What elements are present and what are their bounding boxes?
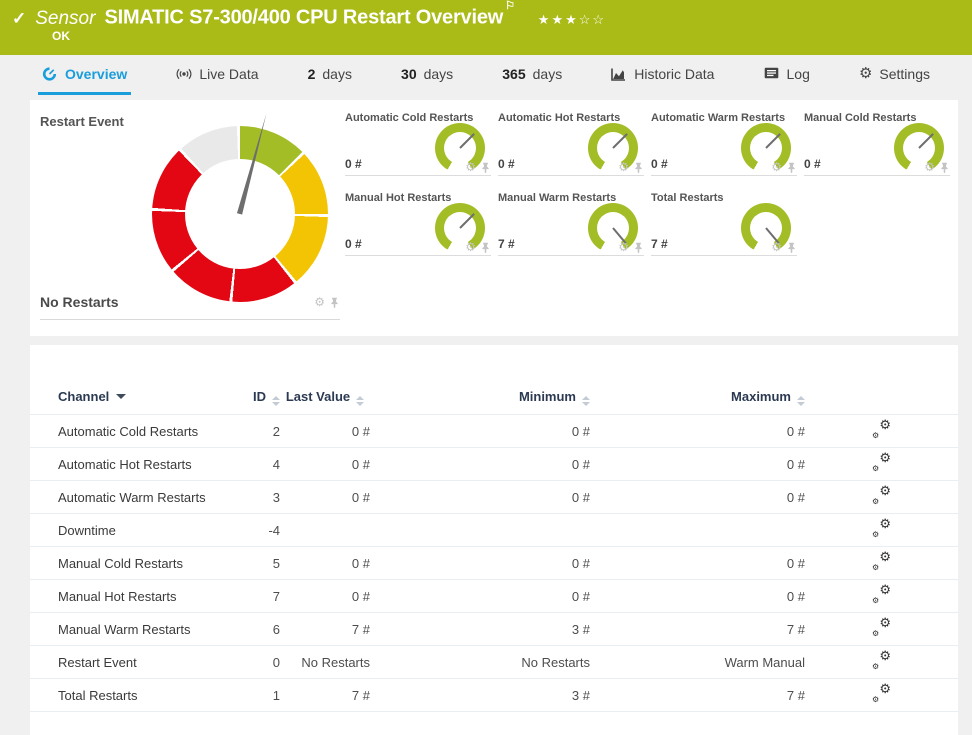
- settings-gear-icon: ⚙: [858, 64, 873, 82]
- channel-settings-icon[interactable]: ⚙ ⚙: [872, 648, 891, 671]
- channel-gear-icon[interactable]: ⚙: [314, 295, 325, 309]
- pin-icon[interactable]: [633, 162, 644, 173]
- table-row: Restart Event 0 No Restarts No Restarts …: [30, 646, 958, 679]
- sort-desc-icon: [116, 394, 127, 399]
- main-gauge-value-row: No Restarts ⚙: [40, 294, 340, 320]
- mini-gauge-value: 0 #: [345, 157, 362, 171]
- table-row: Automatic Warm Restarts 3 0 # 0 # 0 # ⚙ ⚙: [30, 481, 958, 514]
- mini-gauge-automatic-hot-restarts: Automatic Hot Restarts 0 # ⚙: [498, 110, 644, 176]
- channel-gear-icon[interactable]: ⚙: [924, 160, 935, 174]
- table-row: Manual Warm Restarts 6 7 # 3 # 7 # ⚙ ⚙: [30, 613, 958, 646]
- table-row: Manual Cold Restarts 5 0 # 0 # 0 # ⚙ ⚙: [30, 547, 958, 580]
- favorite-flag-icon[interactable]: ⚐: [505, 0, 515, 12]
- status-check-icon: ✓: [12, 8, 27, 28]
- mini-gauge-dial[interactable]: [435, 123, 485, 173]
- pin-icon[interactable]: [480, 162, 491, 173]
- sort-icon: [582, 396, 590, 406]
- mini-gauge-value: 0 #: [804, 157, 821, 171]
- col-header-channel[interactable]: Channel: [58, 389, 238, 404]
- table-row: Manual Hot Restarts 7 0 # 0 # 0 # ⚙ ⚙: [30, 580, 958, 613]
- channel-settings-icon[interactable]: ⚙ ⚙: [872, 450, 891, 473]
- log-icon: [764, 67, 780, 81]
- mini-gauge-dial[interactable]: [894, 123, 944, 173]
- tab-settings[interactable]: ⚙ Settings: [858, 64, 930, 82]
- channels-table-panel: Channel ID Last Value Minimum Maximum Au…: [30, 345, 958, 735]
- mini-gauge-dial[interactable]: [741, 203, 791, 253]
- sort-icon: [272, 396, 280, 406]
- table-row: Automatic Hot Restarts 4 0 # 0 # 0 # ⚙ ⚙: [30, 448, 958, 481]
- gauges-panel: Restart Event No Restarts ⚙ Automatic Co…: [30, 100, 958, 336]
- channel-gear-icon[interactable]: ⚙: [465, 240, 476, 254]
- channel-settings-icon[interactable]: ⚙ ⚙: [872, 417, 891, 440]
- priority-stars[interactable]: ★★★☆☆: [537, 11, 607, 27]
- pin-icon[interactable]: [480, 242, 491, 253]
- pin-icon[interactable]: [633, 242, 644, 253]
- channel-settings-icon[interactable]: ⚙ ⚙: [872, 549, 891, 572]
- gauge-icon: [42, 66, 58, 81]
- pin-icon[interactable]: [786, 242, 797, 253]
- channel-settings-icon[interactable]: ⚙ ⚙: [872, 582, 891, 605]
- mini-gauge-dial[interactable]: [741, 123, 791, 173]
- tab-bar: Overview Live Data 2 days 30 days 365 da…: [0, 55, 972, 95]
- tab-log[interactable]: Log: [760, 55, 814, 95]
- tab-365-days[interactable]: 365 days: [502, 65, 563, 82]
- main-gauge-channel-label: Restart Event: [40, 114, 124, 129]
- live-data-icon: [176, 67, 192, 81]
- mini-gauge-automatic-cold-restarts: Automatic Cold Restarts 0 # ⚙: [345, 110, 491, 176]
- tab-live-data[interactable]: Live Data: [172, 55, 262, 95]
- sensor-title: SIMATIC S7-300/400 CPU Restart Overview⚐: [104, 0, 515, 29]
- sensor-status-banner: ✓ Sensor SIMATIC S7-300/400 CPU Restart …: [0, 0, 972, 55]
- tab-30-days[interactable]: 30 days: [401, 65, 454, 82]
- tab-overview[interactable]: Overview: [38, 55, 132, 95]
- channel-settings-icon[interactable]: ⚙ ⚙: [872, 483, 891, 506]
- table-row: Total Restarts 1 7 # 3 # 7 # ⚙ ⚙: [30, 679, 958, 712]
- channels-table: Channel ID Last Value Minimum Maximum Au…: [30, 345, 958, 712]
- mini-gauge-value: 0 #: [345, 237, 362, 251]
- historic-data-icon: [611, 67, 627, 81]
- channel-gear-icon[interactable]: ⚙: [771, 160, 782, 174]
- mini-gauge-manual-cold-restarts: Manual Cold Restarts 0 # ⚙: [804, 110, 950, 176]
- col-header-maximum[interactable]: Maximum: [590, 389, 805, 406]
- mini-gauge-dial[interactable]: [588, 123, 638, 173]
- mini-gauge-value: 0 #: [498, 157, 515, 171]
- sort-icon: [797, 396, 805, 406]
- pin-icon[interactable]: [329, 297, 340, 308]
- channel-gear-icon[interactable]: ⚙: [465, 160, 476, 174]
- mini-gauge-manual-hot-restarts: Manual Hot Restarts 0 # ⚙: [345, 190, 491, 256]
- main-gauge-value: No Restarts: [40, 294, 119, 310]
- sensor-status-text: OK: [52, 29, 70, 43]
- mini-gauge-value: 7 #: [651, 237, 668, 251]
- pin-icon[interactable]: [786, 162, 797, 173]
- channel-settings-icon[interactable]: ⚙ ⚙: [872, 681, 891, 704]
- mini-gauge-value: 0 #: [651, 157, 668, 171]
- channel-gear-icon[interactable]: ⚙: [618, 240, 629, 254]
- table-row: Automatic Cold Restarts 2 0 # 0 # 0 # ⚙ ⚙: [30, 415, 958, 448]
- mini-gauge-dial[interactable]: [435, 203, 485, 253]
- channel-settings-icon[interactable]: ⚙ ⚙: [872, 615, 891, 638]
- sort-icon: [356, 396, 365, 406]
- mini-gauges-grid: Automatic Cold Restarts 0 # ⚙ Automatic …: [345, 110, 957, 270]
- col-header-id[interactable]: ID: [238, 389, 280, 406]
- mini-gauge-automatic-warm-restarts: Automatic Warm Restarts 0 # ⚙: [651, 110, 797, 176]
- tab-2-days[interactable]: 2 days: [307, 65, 352, 82]
- channel-settings-icon[interactable]: ⚙ ⚙: [872, 516, 891, 539]
- mini-gauge-dial[interactable]: [588, 203, 638, 253]
- mini-gauge-value: 7 #: [498, 237, 515, 251]
- mini-gauge-total-restarts: Total Restarts 7 # ⚙: [651, 190, 797, 256]
- channel-gear-icon[interactable]: ⚙: [771, 240, 782, 254]
- table-header-row: Channel ID Last Value Minimum Maximum: [30, 381, 958, 415]
- main-gauge[interactable]: [152, 126, 328, 302]
- tab-historic-data[interactable]: Historic Data: [607, 55, 718, 95]
- col-header-minimum[interactable]: Minimum: [370, 389, 590, 406]
- channel-gear-icon[interactable]: ⚙: [618, 160, 629, 174]
- pin-icon[interactable]: [939, 162, 950, 173]
- col-header-last-value[interactable]: Last Value: [280, 389, 370, 406]
- sensor-kind-label: Sensor: [35, 7, 96, 29]
- mini-gauge-manual-warm-restarts: Manual Warm Restarts 7 # ⚙: [498, 190, 644, 256]
- table-row: Downtime -4 ⚙ ⚙: [30, 514, 958, 547]
